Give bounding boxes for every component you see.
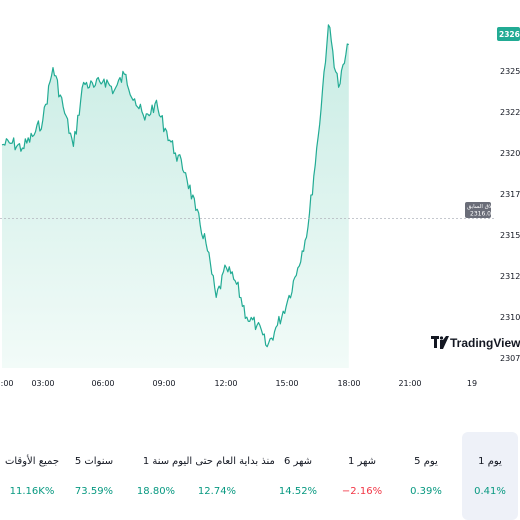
y-tick-label: 2320.00	[500, 149, 520, 158]
tradingview-watermark: TradingView	[431, 336, 520, 350]
period-label: 6 شهر	[283, 456, 313, 467]
period-label: 1 شهر	[347, 456, 377, 467]
period-change-value: 11.16K%	[9, 486, 55, 497]
period-change-value: 18.80%	[136, 486, 176, 497]
period-change-value: 0.39%	[410, 486, 442, 497]
period-label: منذ بداية العام حتى اليوم	[172, 456, 275, 467]
tradingview-logo-icon	[431, 336, 449, 349]
period-label: 5 يوم	[414, 456, 438, 467]
y-tick-label: 2307.50	[500, 354, 520, 363]
y-tick-label: 2322.50	[500, 108, 520, 117]
period-label: جميع الأوقات	[4, 456, 60, 467]
period-label: 1 يوم	[478, 456, 502, 467]
x-tick-label: 01:00	[0, 379, 14, 388]
period-change-value: 0.41%	[474, 486, 506, 497]
x-tick-label: 19	[467, 379, 477, 388]
performance-period-button[interactable]: جميع الأوقات 11.16K%	[4, 432, 60, 520]
y-tick-label: 2315.00	[500, 231, 520, 240]
chart-canvas[interactable]: 2325.00 2322.50 2320.00 2317.50 2315.00 2312.…	[0, 0, 520, 400]
y-tick-label: 2317.50	[500, 190, 520, 199]
price-area	[1, 24, 350, 369]
x-tick-label: 09:00	[152, 379, 175, 388]
period-label: 5 سنوات	[74, 456, 114, 467]
period-label: 1 سنة	[142, 456, 170, 467]
y-tick-label: 2310.00	[500, 313, 520, 322]
performance-period-button[interactable]: 1 شهر −2.16%	[334, 432, 390, 520]
x-tick-label: 18:00	[337, 379, 360, 388]
previous-close-label: الإغلاق السابق	[467, 204, 500, 210]
performance-period-button[interactable]: منذ بداية العام حتى اليوم 12.74%	[172, 432, 275, 520]
y-tick-label: 2325.00	[500, 67, 520, 76]
tradingview-watermark-text: TradingView	[450, 336, 520, 350]
x-axis[interactable]: 01:00 03:00 06:00 09:00 12:00 15:00 18:00 21:00…	[0, 379, 477, 388]
period-change-value: 73.59%	[74, 486, 114, 497]
performance-period-button[interactable]: 5 يوم 0.39%	[398, 432, 454, 520]
x-tick-label: 15:00	[275, 379, 298, 388]
last-price-badge: 2326.52	[497, 27, 520, 41]
previous-close-value: 2316.00	[470, 211, 495, 218]
performance-period-button[interactable]: 1 يوم 0.41%	[462, 432, 518, 520]
previous-close-badge: الإغلاق السابق 2316.00	[465, 202, 500, 218]
performance-period-button[interactable]: 6 شهر 14.52%	[270, 432, 326, 520]
last-price-value: 2326.52	[499, 30, 520, 39]
performance-period-button[interactable]: 1 سنة 18.80%	[128, 432, 184, 520]
period-change-value: 12.74%	[197, 486, 237, 497]
period-change-value: −2.16%	[341, 486, 383, 497]
x-tick-label: 12:00	[214, 379, 237, 388]
period-change-value: 14.52%	[278, 486, 318, 497]
x-tick-label: 03:00	[31, 379, 54, 388]
price-area-fill	[2, 24, 349, 369]
performance-bar: 1 يوم 0.41% 5 يوم 0.39% 1 شهر −2.16% 6 شهر 14.5…	[0, 432, 520, 520]
y-tick-label: 2312.50	[500, 272, 520, 281]
performance-period-button[interactable]: 5 سنوات 73.59%	[66, 432, 122, 520]
x-tick-label: 21:00	[398, 379, 421, 388]
price-series-line	[1, 24, 350, 348]
y-axis[interactable]: 2325.00 2322.50 2320.00 2317.50 2315.00 2312.…	[500, 67, 520, 363]
x-tick-label: 06:00	[91, 379, 114, 388]
price-chart[interactable]: 2325.00 2322.50 2320.00 2317.50 2315.00 2312.…	[0, 0, 520, 400]
